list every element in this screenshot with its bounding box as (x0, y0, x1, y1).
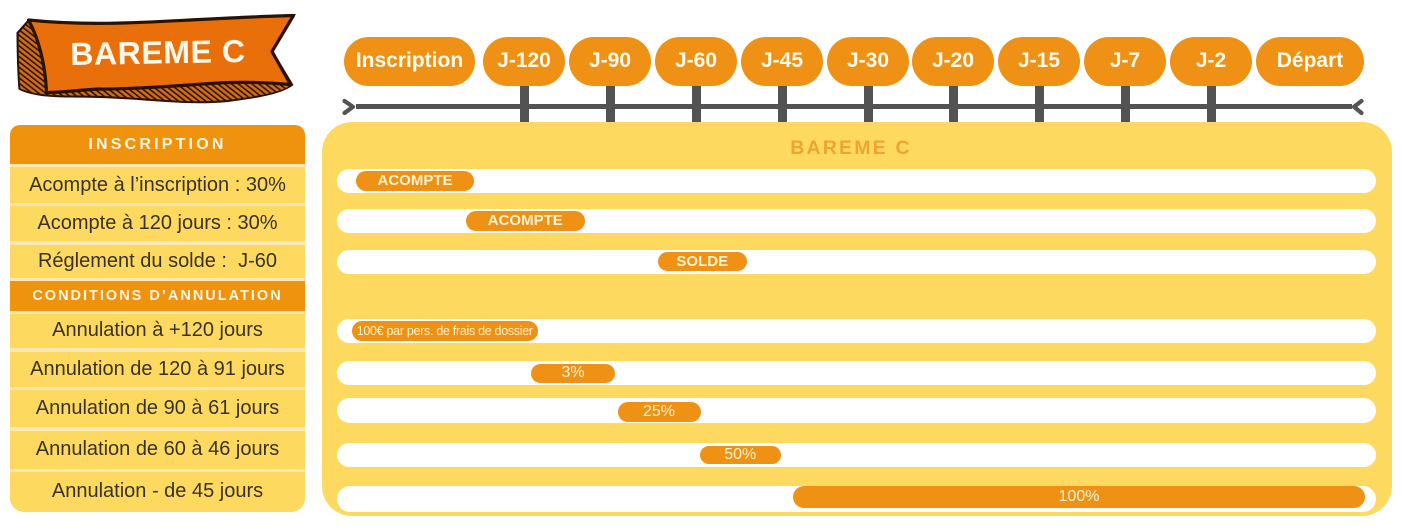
svg-text:BAREME C: BAREME C (70, 33, 246, 72)
